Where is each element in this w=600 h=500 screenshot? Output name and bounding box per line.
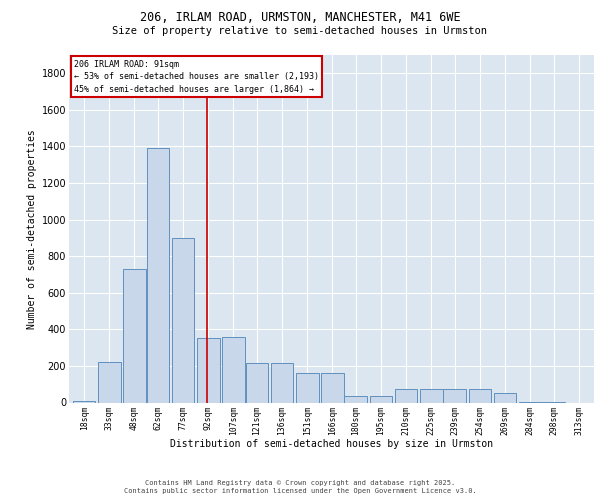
Text: Size of property relative to semi-detached houses in Urmston: Size of property relative to semi-detach… xyxy=(113,26,487,36)
Y-axis label: Number of semi-detached properties: Number of semi-detached properties xyxy=(28,129,37,328)
Bar xyxy=(123,269,146,402)
Text: Contains HM Land Registry data © Crown copyright and database right 2025.
Contai: Contains HM Land Registry data © Crown c… xyxy=(124,480,476,494)
Bar xyxy=(98,362,121,403)
Bar xyxy=(197,338,220,402)
Text: 206, IRLAM ROAD, URMSTON, MANCHESTER, M41 6WE: 206, IRLAM ROAD, URMSTON, MANCHESTER, M4… xyxy=(140,11,460,24)
Bar xyxy=(469,389,491,402)
Bar xyxy=(443,389,466,402)
Bar xyxy=(146,148,169,402)
Bar xyxy=(73,400,95,402)
X-axis label: Distribution of semi-detached houses by size in Urmston: Distribution of semi-detached houses by … xyxy=(170,438,493,448)
Bar xyxy=(420,389,443,402)
Bar xyxy=(344,396,367,402)
Bar xyxy=(172,238,194,402)
Bar xyxy=(370,396,392,402)
Bar xyxy=(494,394,517,402)
Bar xyxy=(296,373,319,402)
Bar xyxy=(321,373,344,402)
Text: 206 IRLAM ROAD: 91sqm
← 53% of semi-detached houses are smaller (2,193)
45% of s: 206 IRLAM ROAD: 91sqm ← 53% of semi-deta… xyxy=(74,60,319,94)
Bar xyxy=(222,336,245,402)
Bar xyxy=(271,363,293,403)
Bar xyxy=(395,389,418,402)
Bar xyxy=(245,363,268,403)
